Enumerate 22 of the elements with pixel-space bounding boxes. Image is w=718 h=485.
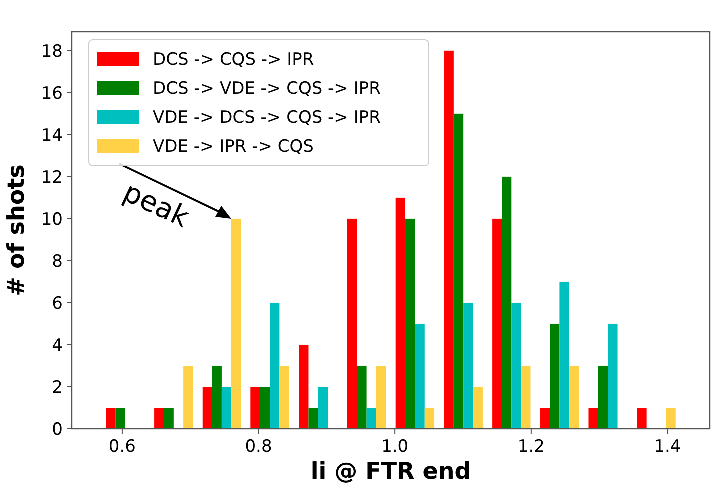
- legend-label: VDE -> IPR -> CQS: [153, 137, 314, 157]
- x-tick-label: 1.2: [518, 437, 545, 457]
- annotation: peak: [118, 175, 196, 235]
- x-axis-title: li @ FTR end: [310, 459, 472, 485]
- x-tick-label: 0.8: [245, 437, 272, 457]
- y-tick-label: 14: [41, 126, 63, 146]
- y-tick-label: 0: [52, 420, 63, 440]
- y-tick-label: 8: [52, 252, 63, 272]
- x-tick-label: 1.0: [382, 437, 409, 457]
- y-tick-label: 16: [41, 84, 63, 104]
- y-tick-label: 18: [41, 42, 63, 62]
- legend-label: VDE -> DCS -> CQS -> IPR: [153, 108, 382, 128]
- y-tick-label: 4: [52, 336, 63, 356]
- y-tick-label: 10: [41, 210, 63, 230]
- y-tick-label: 6: [52, 294, 63, 314]
- y-axis-title: # of shots: [4, 164, 30, 296]
- y-tick-label: 12: [41, 168, 63, 188]
- legend-label: DCS -> CQS -> IPR: [153, 50, 314, 70]
- y-tick-label: 2: [52, 378, 63, 398]
- x-tick-label: 0.6: [108, 437, 136, 457]
- legend-label: DCS -> VDE -> CQS -> IPR: [153, 79, 382, 99]
- x-tick-label: 1.4: [654, 437, 682, 457]
